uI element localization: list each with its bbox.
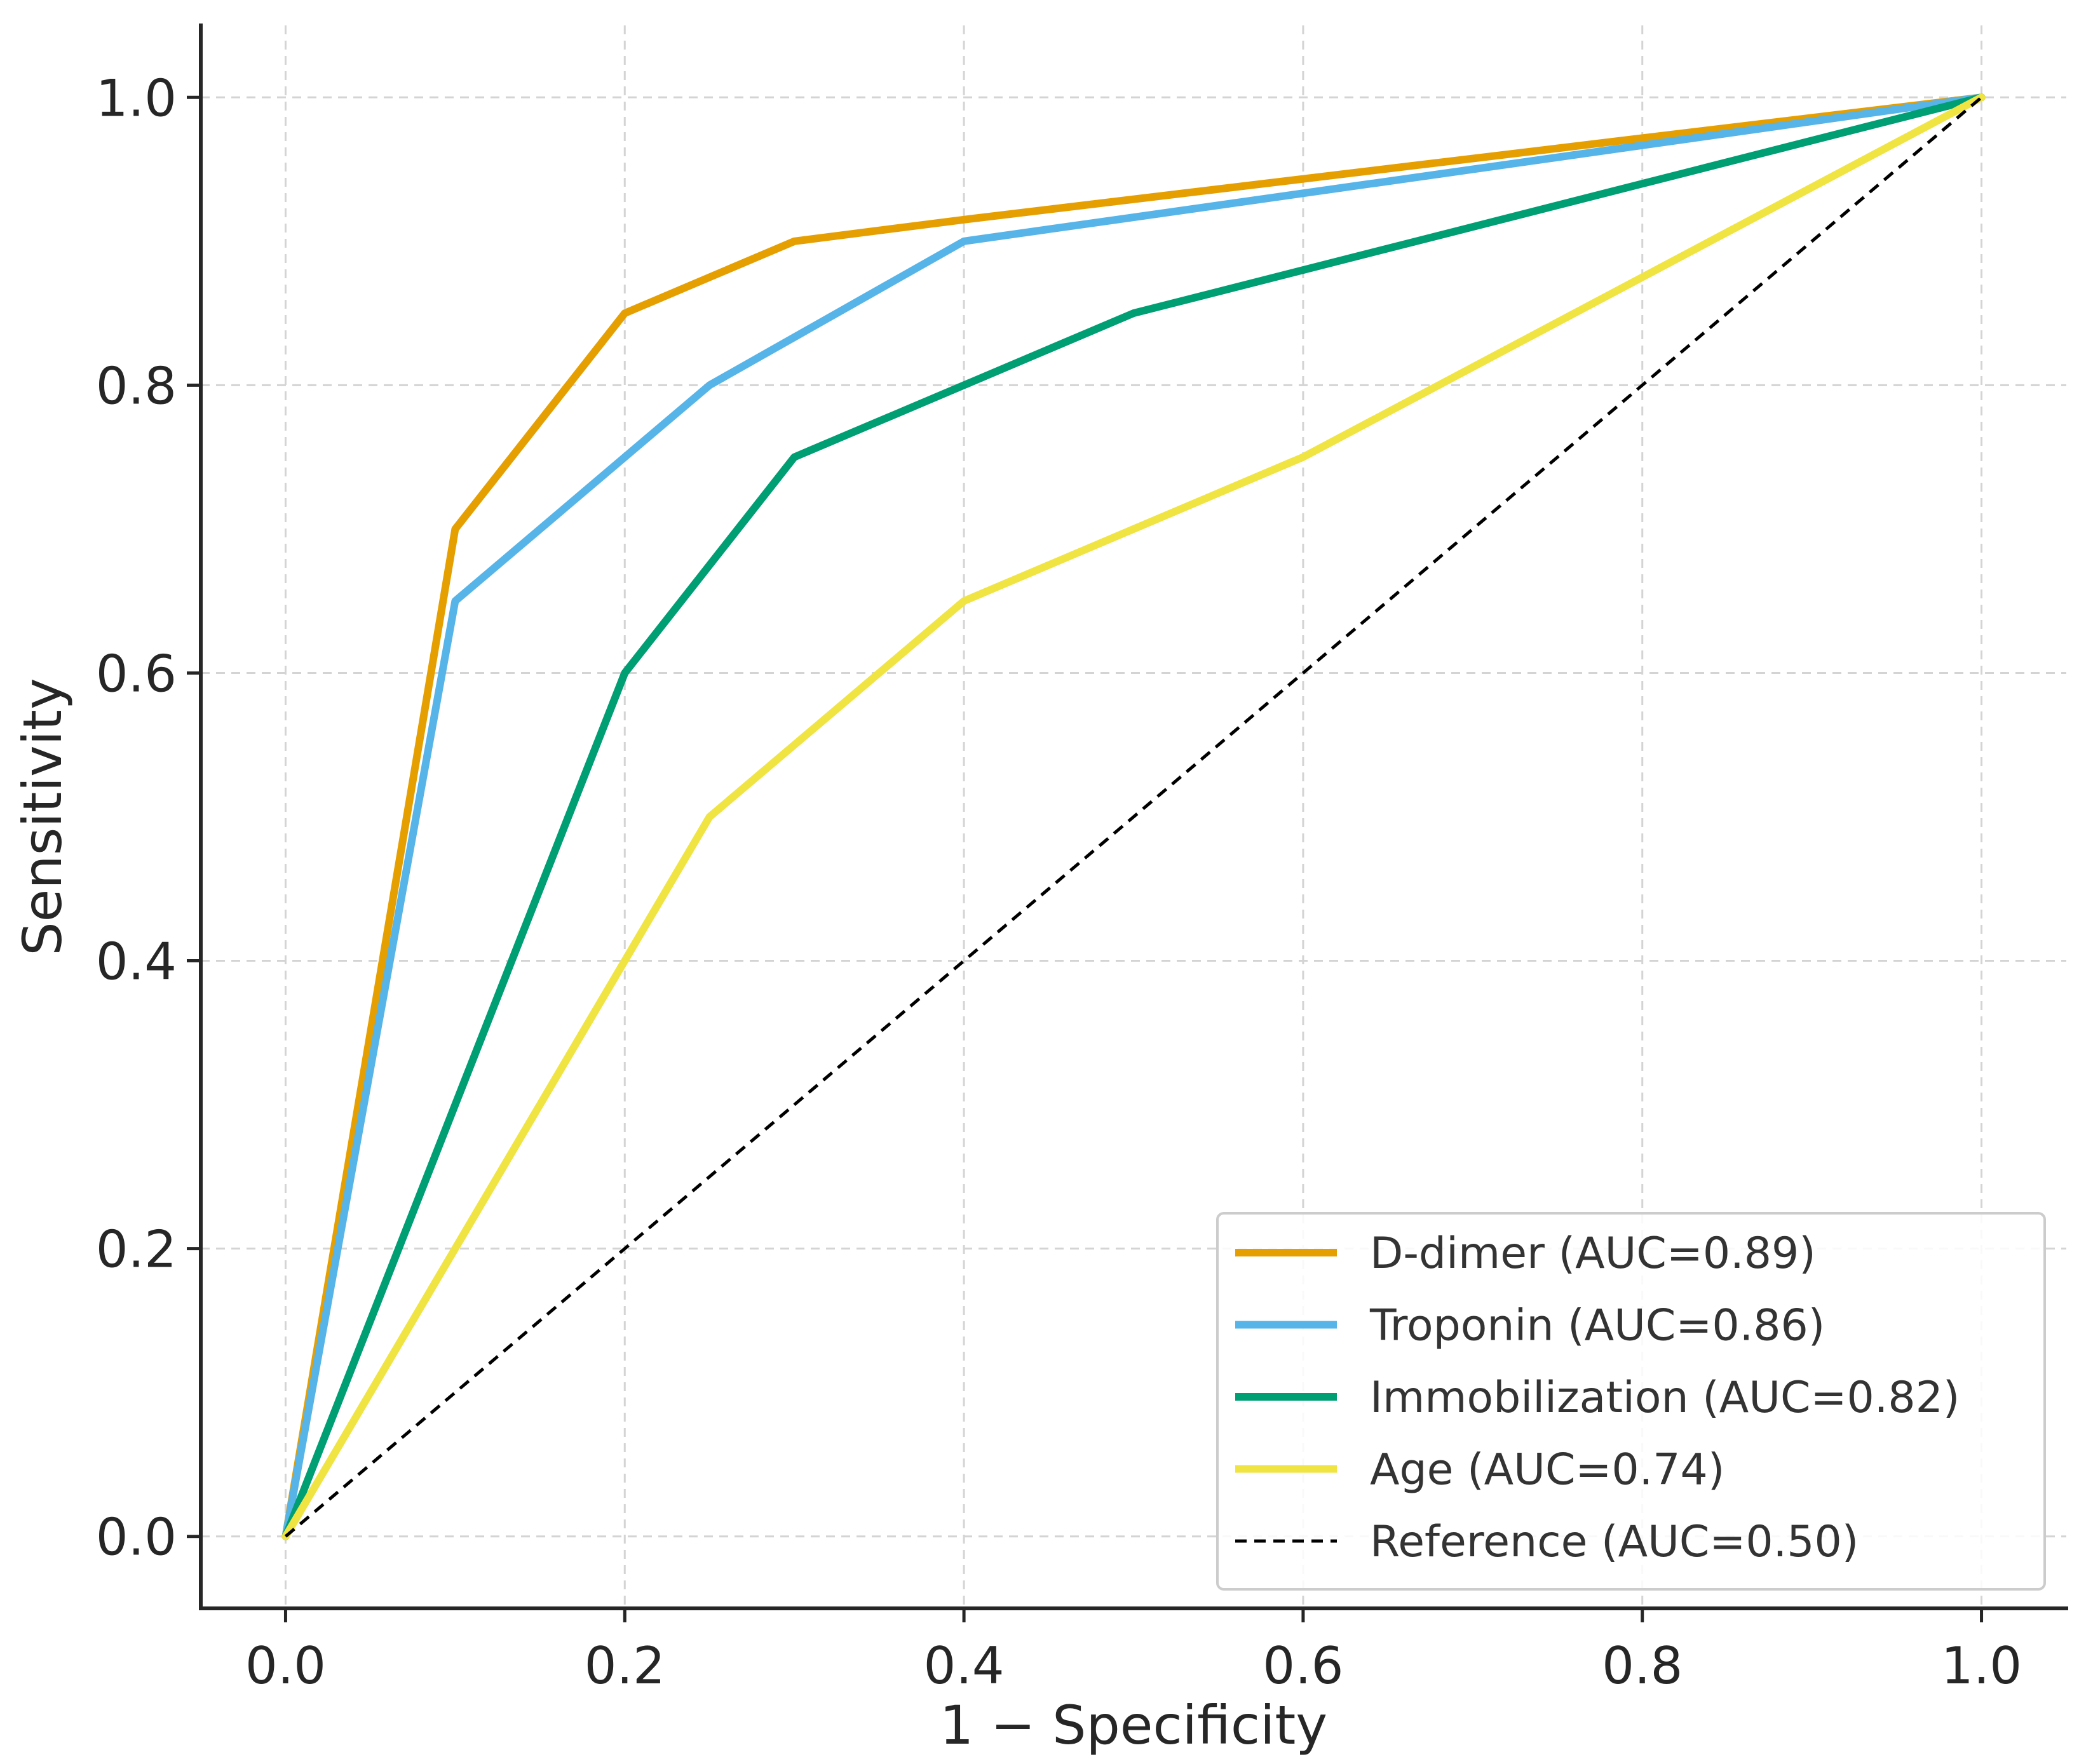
x-axis-title: 1 − Specificity xyxy=(940,1694,1327,1756)
legend-box xyxy=(1216,1212,2046,1591)
legend-label-immobilization: Immobilization (AUC=0.82) xyxy=(1370,1373,1960,1423)
y-tick-label-5: 1.0 xyxy=(96,69,177,128)
legend: D-dimer (AUC=0.89) Troponin (AUC=0.86) Imm… xyxy=(1216,1212,2046,1591)
x-tick-label-0: 0.0 xyxy=(245,1636,326,1695)
series-line-immobilization xyxy=(281,93,1986,1540)
legend-label-troponin: Troponin (AUC=0.86) xyxy=(1369,1301,1825,1351)
axes xyxy=(199,24,2068,1610)
legend-label-reference: Reference (AUC=0.50) xyxy=(1370,1517,1859,1567)
series-group xyxy=(281,93,1986,1540)
x-tick-label-2: 0.4 xyxy=(923,1636,1004,1695)
series-line-d-dimer xyxy=(281,93,1986,1540)
y-axis-title: Sensitivity xyxy=(11,678,74,955)
y-tick-label-1: 0.2 xyxy=(96,1220,177,1279)
x-tick-label-1: 0.2 xyxy=(585,1636,665,1695)
series-line-troponin xyxy=(281,93,1986,1540)
legend-label-d-dimer: D-dimer (AUC=0.89) xyxy=(1370,1229,1816,1279)
x-tick-label-3: 0.6 xyxy=(1263,1636,1343,1695)
x-tick-label-4: 0.8 xyxy=(1602,1636,1683,1695)
y-tick-label-2: 0.4 xyxy=(96,932,177,992)
legend-label-age: Age (AUC=0.74) xyxy=(1370,1445,1724,1495)
series-line-age xyxy=(281,93,1986,1540)
y-tick-label-3: 0.6 xyxy=(96,644,177,703)
x-tick-label-5: 1.0 xyxy=(1941,1636,2022,1695)
series-line-reference xyxy=(284,96,1983,1538)
y-tick-label-0: 0.0 xyxy=(96,1508,177,1567)
y-tick-label-4: 0.8 xyxy=(96,356,177,415)
ticks: 0.0 0.2 0.4 0.6 0.8 1.0 0.0 0.2 0.4 0.6 0.8 1.0 xyxy=(96,69,2022,1695)
